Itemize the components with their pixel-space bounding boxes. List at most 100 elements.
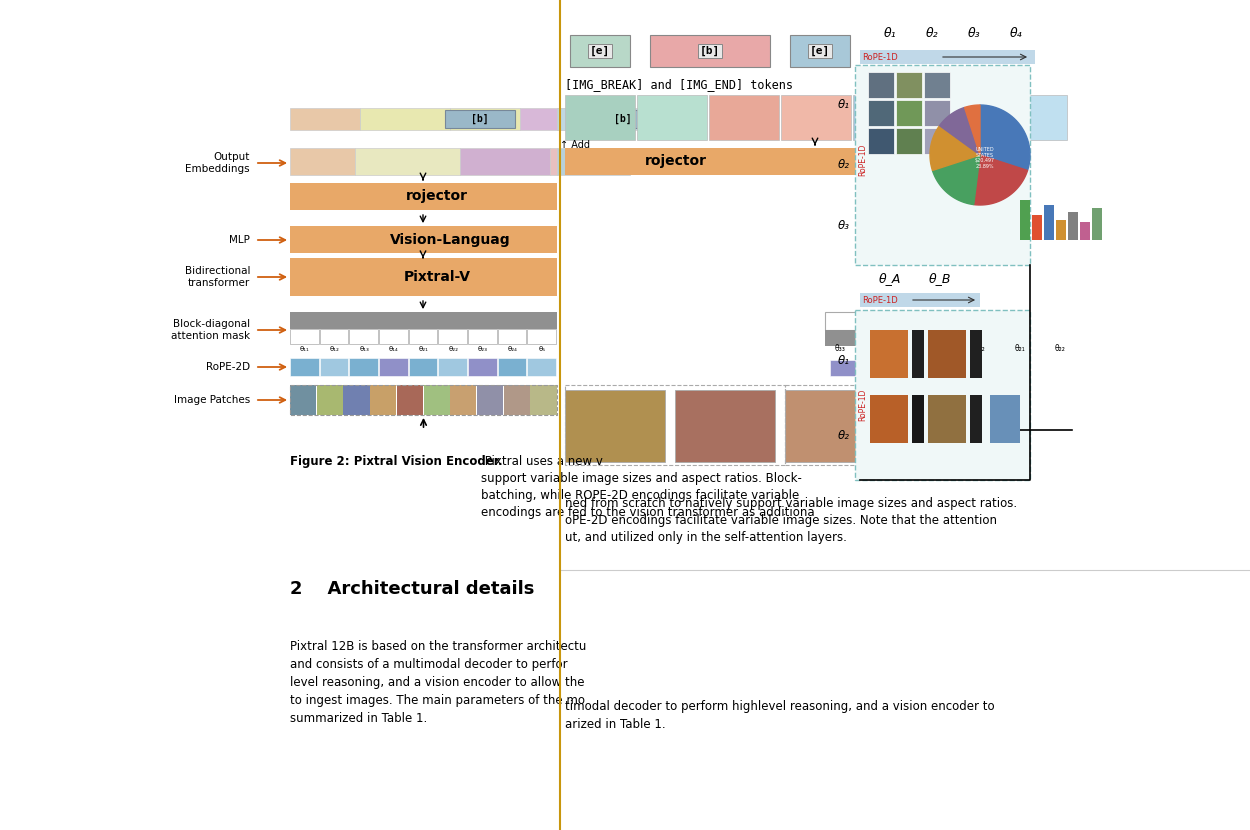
Bar: [290, 258, 558, 296]
Bar: [924, 128, 950, 154]
Text: Pixtral-V: Pixtral-V: [404, 270, 470, 284]
Text: [e]: [e]: [590, 46, 610, 56]
Bar: [290, 358, 319, 376]
Text: Bidirectional
transformer: Bidirectional transformer: [185, 266, 250, 288]
Text: θ₁: θ₁: [838, 354, 850, 367]
Text: UNITED
STATES
$20,497
23.89%: UNITED STATES $20,497 23.89%: [975, 147, 995, 169]
Bar: [424, 385, 450, 415]
Bar: [650, 35, 770, 67]
Bar: [924, 100, 950, 126]
Bar: [830, 360, 861, 376]
Text: θ₁₁: θ₁₁: [930, 344, 940, 353]
Bar: [409, 358, 437, 376]
Bar: [870, 330, 907, 378]
Text: Block-diagonal
attention mask: Block-diagonal attention mask: [171, 320, 250, 341]
Text: θ₂₁: θ₂₁: [419, 346, 429, 352]
Polygon shape: [940, 107, 980, 155]
Bar: [638, 95, 707, 140]
Bar: [925, 95, 995, 140]
Text: θ₂: θ₂: [838, 428, 850, 442]
Bar: [558, 108, 610, 130]
Bar: [320, 358, 349, 376]
Text: θ₂: θ₂: [926, 27, 939, 40]
Bar: [860, 50, 1035, 64]
Bar: [370, 385, 396, 415]
Bar: [498, 329, 526, 344]
Bar: [468, 358, 496, 376]
Bar: [396, 385, 422, 415]
Text: Image Patches: Image Patches: [174, 395, 250, 405]
Text: ↑ Add: ↑ Add: [560, 140, 590, 150]
Bar: [970, 330, 982, 378]
Bar: [924, 72, 950, 98]
Text: [b]: [b]: [471, 114, 489, 124]
Bar: [675, 390, 775, 462]
Bar: [1092, 208, 1102, 240]
Bar: [520, 108, 558, 130]
Text: MLP: MLP: [229, 235, 250, 245]
Text: [IMG_BREAK] and [IMG_END] tokens: [IMG_BREAK] and [IMG_END] tokens: [565, 78, 792, 91]
Bar: [530, 385, 556, 415]
Text: Figure 2: Pixtral Vision Encoder.: Figure 2: Pixtral Vision Encoder.: [290, 455, 502, 468]
Bar: [290, 183, 558, 210]
Bar: [896, 100, 922, 126]
Bar: [445, 110, 515, 128]
Text: rojector: rojector: [406, 189, 468, 203]
Bar: [290, 148, 355, 175]
Polygon shape: [930, 125, 980, 170]
Bar: [316, 385, 342, 415]
Bar: [1056, 220, 1066, 240]
Text: θ₂₂: θ₂₂: [449, 346, 459, 352]
Text: θ₅: θ₅: [539, 346, 546, 352]
Polygon shape: [965, 105, 980, 155]
Bar: [558, 108, 680, 130]
Bar: [570, 35, 630, 67]
Bar: [970, 395, 982, 443]
Bar: [565, 148, 935, 175]
Bar: [969, 312, 1015, 330]
Text: θ₂₃: θ₂₃: [478, 346, 488, 352]
Bar: [528, 329, 556, 344]
Bar: [912, 395, 924, 443]
Text: RoPE-1D: RoPE-1D: [858, 388, 868, 421]
Bar: [921, 312, 968, 330]
Bar: [478, 385, 502, 415]
Bar: [290, 329, 319, 344]
Bar: [468, 329, 496, 344]
Bar: [360, 108, 450, 130]
Text: θ_B: θ_B: [929, 272, 951, 285]
Text: [b]: [b]: [614, 114, 631, 124]
Bar: [962, 360, 992, 376]
Text: Vision-Languag: Vision-Languag: [390, 233, 510, 247]
Text: RoPE-1D: RoPE-1D: [862, 295, 897, 305]
Bar: [790, 35, 850, 67]
Bar: [379, 358, 408, 376]
Bar: [870, 395, 907, 443]
Bar: [439, 358, 468, 376]
Bar: [460, 148, 550, 175]
Bar: [450, 385, 476, 415]
Bar: [1032, 215, 1042, 240]
Text: [b]: [b]: [700, 46, 720, 56]
Text: [e]: [e]: [810, 46, 830, 56]
Polygon shape: [932, 155, 980, 205]
Bar: [1080, 222, 1090, 240]
Bar: [344, 385, 370, 415]
Bar: [785, 385, 1015, 465]
Bar: [867, 128, 894, 154]
Bar: [825, 312, 871, 330]
Text: θ₁₂: θ₁₂: [330, 346, 340, 352]
Text: ned from scratch to natively support variable image sizes and aspect ratios.
oPE: ned from scratch to natively support var…: [565, 497, 1018, 544]
Bar: [853, 95, 922, 140]
Text: θ₁₄: θ₁₄: [389, 346, 399, 352]
Text: θ_A: θ_A: [879, 272, 901, 285]
Text: θ₁: θ₁: [884, 27, 896, 40]
Bar: [565, 390, 665, 462]
Bar: [558, 148, 630, 175]
Text: θ₃₃: θ₃₃: [835, 344, 845, 353]
Text: θ₁₁: θ₁₁: [300, 346, 310, 352]
Bar: [409, 329, 437, 344]
Bar: [781, 95, 851, 140]
Bar: [290, 108, 360, 130]
Bar: [1020, 200, 1030, 240]
